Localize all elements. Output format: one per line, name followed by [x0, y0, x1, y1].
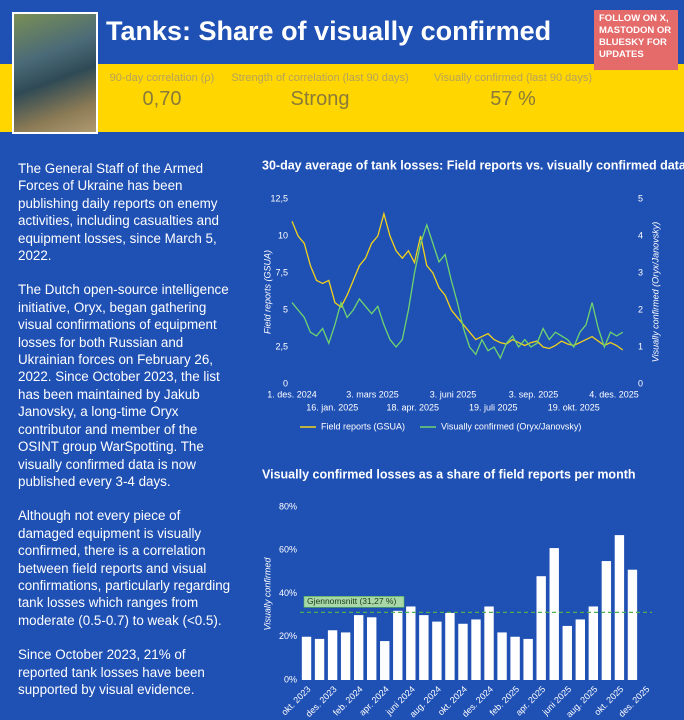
- bar: [432, 621, 442, 680]
- bar: [314, 638, 325, 680]
- stat-label: 90-day correlation (ρ): [109, 72, 215, 84]
- stat-value: Strong: [290, 88, 350, 110]
- y-tick-label: 0: [283, 378, 288, 388]
- bar: [380, 641, 390, 680]
- page-title: Tanks: Share of visually confirmed: [106, 16, 552, 46]
- bar: [367, 617, 377, 680]
- intro-text: The General Staff of the Armed Forces of…: [18, 160, 236, 715]
- bar: [588, 606, 599, 680]
- chart-title: Visually confirmed losses as a share of …: [262, 467, 636, 481]
- stat-value: 57 %: [490, 88, 536, 110]
- y2-tick-label: 4: [638, 230, 643, 240]
- stat-value: 0,70: [142, 88, 182, 110]
- bar: [536, 576, 546, 680]
- header: [0, 0, 684, 64]
- y2-tick-label: 2: [638, 304, 643, 314]
- y-axis-title: Visually confirmed: [262, 557, 272, 631]
- x-tick-label: 3. juni 2025: [430, 389, 477, 399]
- bar: [562, 625, 572, 680]
- bar: [353, 615, 364, 680]
- paragraph: Since October 2023, 21% of reported tank…: [18, 647, 205, 697]
- y2-tick-label: 1: [638, 341, 643, 351]
- x-tick-label: 18. apr. 2025: [386, 402, 439, 412]
- bar: [497, 632, 507, 680]
- x-tick-label: 4. des. 2025: [589, 389, 639, 399]
- bar: [406, 606, 416, 680]
- bar: [484, 606, 494, 680]
- x-tick-label: 3. mars 2025: [346, 389, 399, 399]
- y-tick-label: 0%: [284, 674, 297, 684]
- bar: [301, 636, 312, 680]
- y-tick-label: 5: [283, 304, 288, 314]
- y-tick-label: 7,5: [275, 267, 288, 277]
- bar: [445, 612, 455, 680]
- y2-axis-title: Visually confirmed (Oryx/Janovsky): [650, 222, 660, 362]
- bar: [419, 615, 429, 680]
- legend-label: Field reports (GSUA): [321, 421, 405, 431]
- y-tick-label: 60%: [279, 545, 297, 555]
- x-tick-label: 19. juli 2025: [469, 402, 518, 412]
- x-tick-label: 16. jan. 2025: [306, 402, 358, 412]
- y2-tick-label: 0: [638, 378, 643, 388]
- y-tick-label: 12,5: [270, 193, 288, 203]
- legend-label: Visually confirmed (Oryx/Janovsky): [441, 421, 581, 431]
- bar: [340, 632, 351, 680]
- stat: 90-day correlation (ρ) 0,70: [72, 72, 252, 111]
- x-tick-label: 3. sep. 2025: [509, 389, 559, 399]
- follow-box[interactable]: FOLLOW ON X, MASTODON OR BLUESKY FOR UPD…: [594, 10, 678, 70]
- paragraph: The Dutch open-source intelligence initi…: [18, 282, 229, 489]
- series-line: [291, 211, 624, 351]
- y-tick-label: 2,5: [275, 341, 288, 351]
- chart-title: 30-day average of tank losses: Field rep…: [262, 158, 684, 172]
- photo: [12, 12, 98, 134]
- stats-band: [0, 64, 684, 132]
- y2-tick-label: 5: [638, 193, 643, 203]
- bar: [549, 548, 559, 680]
- paragraph: The General Staff of the Armed Forces of…: [18, 161, 219, 264]
- stat-label: Visually confirmed (last 90 days): [433, 72, 593, 84]
- x-tick-label: 1. des. 2024: [267, 389, 317, 399]
- bar: [601, 561, 612, 680]
- stat: Strength of correlation (last 90 days) St…: [230, 72, 410, 111]
- bar: [458, 623, 468, 680]
- stat-label: Strength of correlation (last 90 days): [231, 72, 409, 84]
- x-tick-label: 19. okt. 2025: [548, 402, 600, 412]
- y-tick-label: 40%: [279, 588, 297, 598]
- y-tick-label: 10: [278, 230, 288, 240]
- bar: [523, 638, 533, 680]
- y-tick-label: 20%: [279, 631, 297, 641]
- y-axis-title: Field reports (GSUA): [262, 250, 272, 334]
- average-label-box: [303, 596, 405, 608]
- y2-tick-label: 3: [638, 267, 643, 277]
- bar: [575, 619, 585, 680]
- bar: [627, 569, 638, 680]
- bar: [614, 535, 625, 680]
- stat: Visually confirmed (last 90 days) 57 %: [423, 72, 603, 111]
- paragraph: Although not every piece of damaged equi…: [18, 508, 231, 628]
- series-line: [291, 222, 624, 360]
- bar: [327, 630, 338, 680]
- y-tick-label: 80%: [279, 501, 297, 511]
- bar: [471, 619, 481, 680]
- bar: [510, 636, 520, 680]
- bar: [393, 610, 403, 680]
- average-label: Gjennomsnitt (31,27 %): [307, 596, 396, 606]
